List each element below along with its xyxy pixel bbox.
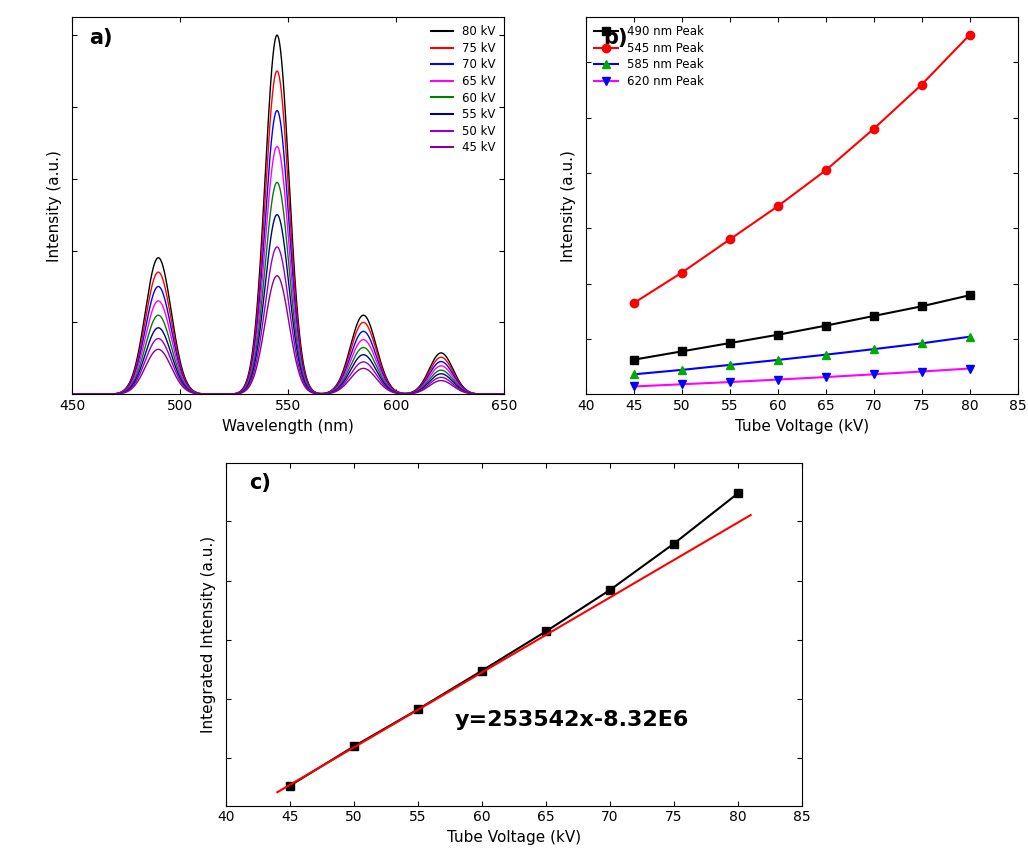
80 kV <box>141 297 153 308</box>
60 kV <box>250 344 262 354</box>
55 kV <box>271 209 284 219</box>
65 kV <box>231 388 244 399</box>
Line: 65 kV: 65 kV <box>72 147 504 394</box>
45 kV <box>271 271 284 281</box>
Line: 55 kV: 55 kV <box>72 214 504 394</box>
75 kV <box>250 320 262 330</box>
45 kV <box>498 389 510 399</box>
60 kV <box>443 369 455 380</box>
65 kV <box>141 326 153 336</box>
80 kV <box>443 356 455 366</box>
75 kV <box>489 389 502 399</box>
X-axis label: Tube Voltage (kV): Tube Voltage (kV) <box>735 418 869 434</box>
Legend: 80 kV, 75 kV, 70 kV, 65 kV, 60 kV, 55 kV, 50 kV, 45 kV: 80 kV, 75 kV, 70 kV, 65 kV, 60 kV, 55 kV… <box>429 23 498 157</box>
Text: y=253542x-8.32E6: y=253542x-8.32E6 <box>454 710 689 730</box>
60 kV <box>115 387 127 398</box>
70 kV <box>498 389 510 399</box>
Y-axis label: Integrated Intensity (a.u.): Integrated Intensity (a.u.) <box>200 536 216 733</box>
45 kV <box>66 389 78 399</box>
70 kV <box>489 389 502 399</box>
80 kV <box>498 389 510 399</box>
65 kV <box>443 366 455 376</box>
80 kV <box>231 387 244 398</box>
50 kV <box>489 389 502 399</box>
65 kV <box>498 389 510 399</box>
50 kV <box>498 389 510 399</box>
80 kV <box>115 387 127 397</box>
50 kV <box>231 388 244 399</box>
Text: c): c) <box>249 473 271 493</box>
75 kV <box>141 307 153 317</box>
80 kV <box>271 30 284 40</box>
55 kV <box>66 389 78 399</box>
75 kV <box>231 388 244 399</box>
Text: a): a) <box>89 28 113 49</box>
80 kV <box>489 389 502 399</box>
55 kV <box>115 388 127 399</box>
Line: 50 kV: 50 kV <box>72 247 504 394</box>
70 kV <box>250 328 262 339</box>
50 kV <box>115 388 127 399</box>
60 kV <box>498 389 510 399</box>
70 kV <box>443 363 455 373</box>
Y-axis label: Intensity (a.u.): Intensity (a.u.) <box>560 150 576 261</box>
60 kV <box>141 336 153 346</box>
55 kV <box>498 389 510 399</box>
Line: 80 kV: 80 kV <box>72 35 504 394</box>
75 kV <box>66 389 78 399</box>
65 kV <box>271 141 284 152</box>
50 kV <box>141 351 153 362</box>
45 kV <box>231 388 244 399</box>
70 kV <box>115 387 127 398</box>
75 kV <box>443 359 455 369</box>
Line: 75 kV: 75 kV <box>72 71 504 394</box>
45 kV <box>489 389 502 399</box>
65 kV <box>489 389 502 399</box>
55 kV <box>443 373 455 383</box>
45 kV <box>443 378 455 388</box>
45 kV <box>250 363 262 374</box>
75 kV <box>271 66 284 76</box>
65 kV <box>250 336 262 346</box>
80 kV <box>66 389 78 399</box>
75 kV <box>498 389 510 399</box>
60 kV <box>231 388 244 399</box>
55 kV <box>231 388 244 399</box>
Line: 60 kV: 60 kV <box>72 183 504 394</box>
50 kV <box>250 357 262 368</box>
70 kV <box>271 105 284 116</box>
45 kV <box>141 359 153 369</box>
Text: b): b) <box>603 28 628 49</box>
70 kV <box>231 388 244 399</box>
55 kV <box>250 351 262 361</box>
Legend: 490 nm Peak, 545 nm Peak, 585 nm Peak, 620 nm Peak: 490 nm Peak, 545 nm Peak, 585 nm Peak, 6… <box>592 23 706 90</box>
Line: 70 kV: 70 kV <box>72 111 504 394</box>
Y-axis label: Intensity (a.u.): Intensity (a.u.) <box>46 150 62 261</box>
60 kV <box>271 177 284 188</box>
Line: 45 kV: 45 kV <box>72 276 504 394</box>
50 kV <box>271 242 284 252</box>
X-axis label: Tube Voltage (kV): Tube Voltage (kV) <box>447 830 581 845</box>
60 kV <box>66 389 78 399</box>
65 kV <box>115 387 127 398</box>
55 kV <box>141 345 153 355</box>
45 kV <box>115 388 127 399</box>
75 kV <box>115 387 127 398</box>
55 kV <box>489 389 502 399</box>
65 kV <box>66 389 78 399</box>
X-axis label: Wavelength (nm): Wavelength (nm) <box>222 418 354 434</box>
70 kV <box>141 316 153 327</box>
60 kV <box>489 389 502 399</box>
80 kV <box>250 312 262 322</box>
50 kV <box>66 389 78 399</box>
50 kV <box>443 375 455 386</box>
70 kV <box>66 389 78 399</box>
